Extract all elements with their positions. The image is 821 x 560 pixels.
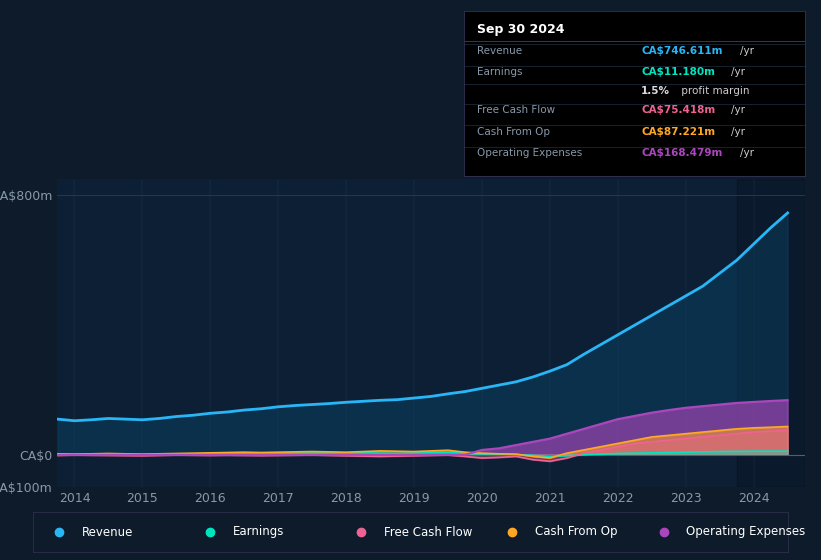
Text: 1.5%: 1.5% xyxy=(641,86,670,96)
Text: Earnings: Earnings xyxy=(478,67,523,77)
Text: Free Cash Flow: Free Cash Flow xyxy=(478,105,556,115)
Text: /yr: /yr xyxy=(741,46,754,56)
Text: Cash From Op: Cash From Op xyxy=(478,127,551,137)
Text: Revenue: Revenue xyxy=(82,525,133,539)
Text: Free Cash Flow: Free Cash Flow xyxy=(384,525,472,539)
Text: CA$746.611m: CA$746.611m xyxy=(641,46,722,56)
Text: CA$11.180m: CA$11.180m xyxy=(641,67,715,77)
Text: CA$87.221m: CA$87.221m xyxy=(641,127,715,137)
Text: Cash From Op: Cash From Op xyxy=(535,525,617,539)
Text: Operating Expenses: Operating Expenses xyxy=(478,148,583,158)
Text: /yr: /yr xyxy=(732,67,745,77)
Text: /yr: /yr xyxy=(732,105,745,115)
Text: Sep 30 2024: Sep 30 2024 xyxy=(478,23,565,36)
Bar xyxy=(736,179,805,487)
Text: /yr: /yr xyxy=(741,148,754,158)
Text: CA$75.418m: CA$75.418m xyxy=(641,105,715,115)
Text: /yr: /yr xyxy=(732,127,745,137)
Text: profit margin: profit margin xyxy=(678,86,750,96)
Text: Revenue: Revenue xyxy=(478,46,523,56)
Text: Earnings: Earnings xyxy=(233,525,284,539)
Text: Operating Expenses: Operating Expenses xyxy=(686,525,805,539)
Text: CA$168.479m: CA$168.479m xyxy=(641,148,722,158)
